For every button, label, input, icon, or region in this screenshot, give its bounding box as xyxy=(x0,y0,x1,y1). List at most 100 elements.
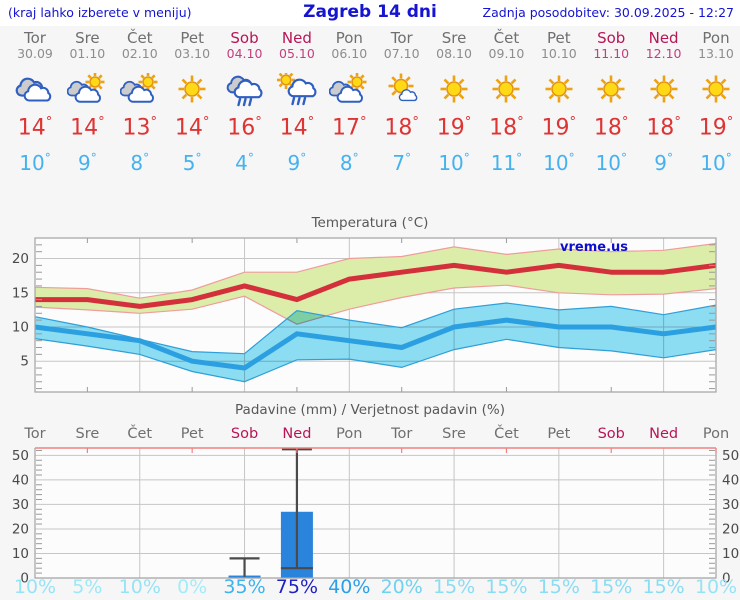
sunny-icon xyxy=(702,75,730,103)
max-temp-band xyxy=(35,243,716,325)
temperature-chart: 5 10 15 20 vreme.us xyxy=(12,237,717,393)
precip-day-label: Pon xyxy=(336,426,363,442)
weather-icon-slot xyxy=(322,72,376,107)
min-temp-line xyxy=(34,317,717,371)
precip-ytick-label-left: 50 xyxy=(12,448,29,464)
precip-probability-value: 35% xyxy=(223,576,266,598)
min-temperature: 10° xyxy=(438,150,470,175)
cloudy-icon xyxy=(15,77,52,102)
min-temperature: 9° xyxy=(78,150,97,175)
day-date: 12.10 xyxy=(645,46,682,61)
precip-ytick-label-left: 20 xyxy=(12,521,29,537)
watermark: vreme.us xyxy=(560,240,628,255)
day-date: 11.10 xyxy=(593,46,630,61)
forecast-day-column: Sre 08.10 19° 10° xyxy=(427,29,481,175)
precip-ytick-label-left: 30 xyxy=(12,497,29,513)
day-date: 05.10 xyxy=(279,46,315,61)
min-band-lower-edge xyxy=(34,338,717,383)
min-temperature: 8° xyxy=(339,150,359,175)
min-temperature: 8° xyxy=(130,150,150,175)
day-date: 08.10 xyxy=(436,46,472,61)
weather-icon-slot xyxy=(8,73,62,107)
day-date: 30.09 xyxy=(17,46,53,61)
forecast-day-column: Sob 11.10 18° 10° xyxy=(584,30,638,175)
min-temperature: 10° xyxy=(543,150,575,175)
page-title: Zagreb 14 dni xyxy=(303,2,437,22)
day-date: 06.10 xyxy=(331,46,368,61)
temp-ytick-label: 20 xyxy=(12,251,29,267)
partly-icon xyxy=(328,72,367,103)
day-date: 09.10 xyxy=(488,46,525,61)
min-temperature: 4° xyxy=(235,150,254,175)
weather-icon-slot xyxy=(113,72,167,107)
precip-ytick-label-right: 20 xyxy=(722,521,739,537)
max-temperature: 17° xyxy=(332,115,367,141)
max-band-upper-edge xyxy=(34,242,717,299)
sunny-icon xyxy=(597,75,625,103)
last-update-text: Zadnja posodobitev: 30.09.2025 - 12:27 xyxy=(482,5,734,20)
header-bar: (kraj lahko izberete v meniju) Zagreb 14… xyxy=(0,0,740,26)
min-temperature: 7° xyxy=(392,150,412,175)
forecast-day-column: Tor 07.10 18° 7° xyxy=(375,29,429,175)
day-date: 07.10 xyxy=(383,46,420,61)
forecast-day-column: Pet 10.10 19° 10° xyxy=(532,29,586,175)
precip-ytick-label-right: 30 xyxy=(722,497,739,513)
day-name: Sre xyxy=(441,29,467,47)
max-temperature: 19° xyxy=(698,115,734,141)
max-temperature: 18° xyxy=(489,115,524,141)
partly-icon xyxy=(67,72,105,103)
precip-probability-value: 10% xyxy=(13,576,57,598)
precip-probability-value: 15% xyxy=(485,576,528,598)
weather-icon-slot xyxy=(637,73,691,107)
min-temperature: 10° xyxy=(700,150,732,175)
precip-chart-title: Padavine (mm) / Verjetnost padavin (%) xyxy=(235,402,505,418)
forecast-day-column: Ned 12.10 18° 9° xyxy=(637,29,691,175)
precip-ytick-label-right: 50 xyxy=(722,448,739,464)
rain-icon xyxy=(226,75,263,107)
max-temperature: 14° xyxy=(70,115,105,141)
day-date: 03.10 xyxy=(174,46,211,61)
precip-day-label: Pet xyxy=(180,426,204,442)
precip-probability-value: 10% xyxy=(694,576,738,598)
precip-probability-value: 40% xyxy=(328,576,371,598)
max-temp-line xyxy=(35,262,717,309)
precip-ytick-label-right: 40 xyxy=(722,472,739,488)
max-temperature: 14° xyxy=(279,115,315,141)
day-date: 01.10 xyxy=(69,46,106,61)
precip-plot-border xyxy=(34,448,717,579)
day-date: 04.10 xyxy=(226,46,263,61)
precip-plot-area xyxy=(35,448,716,578)
forecast-day-column: Čet 09.10 18° 11° xyxy=(479,30,533,175)
forecast-day-column: Sre 01.10 14° 9° xyxy=(60,30,114,174)
precip-day-label: Pon xyxy=(702,426,730,442)
precip-ytick-label-left: 40 xyxy=(12,472,29,488)
day-name: Sob xyxy=(230,29,259,47)
sunny-icon xyxy=(545,75,573,103)
weather-icon-slot xyxy=(479,73,533,107)
mostly-sunny-icon xyxy=(388,73,418,102)
min-temperature: 9° xyxy=(287,150,307,175)
max-temperature: 18° xyxy=(593,115,629,141)
precip-probability-value: 5% xyxy=(72,576,103,598)
precip-probability-value: 15% xyxy=(642,576,685,598)
day-name: Ned xyxy=(648,29,679,47)
min-temperature: 11° xyxy=(490,150,523,175)
precip-day-label: Sob xyxy=(597,426,625,442)
precip-day-label: Sob xyxy=(230,426,259,442)
max-temperature: 13° xyxy=(122,115,158,141)
sunny-icon xyxy=(178,75,206,103)
precip-probability-value: 20% xyxy=(380,576,423,598)
day-name: Ned xyxy=(281,29,312,47)
max-temperature: 19° xyxy=(436,115,472,141)
day-date: 13.10 xyxy=(698,46,734,61)
day-date: 10.10 xyxy=(540,46,577,61)
weather-icon-slot xyxy=(427,73,481,107)
day-name: Pet xyxy=(547,29,571,47)
sunny-icon xyxy=(492,75,520,103)
precip-ytick-label-right: 0 xyxy=(722,571,731,585)
max-temperature: 19° xyxy=(541,115,577,141)
weather-icon-slot xyxy=(218,73,272,107)
day-name: Tor xyxy=(390,29,413,47)
forecast-day-column: Čet 02.10 13° 8° xyxy=(113,30,167,174)
day-name: Tor xyxy=(24,29,46,47)
